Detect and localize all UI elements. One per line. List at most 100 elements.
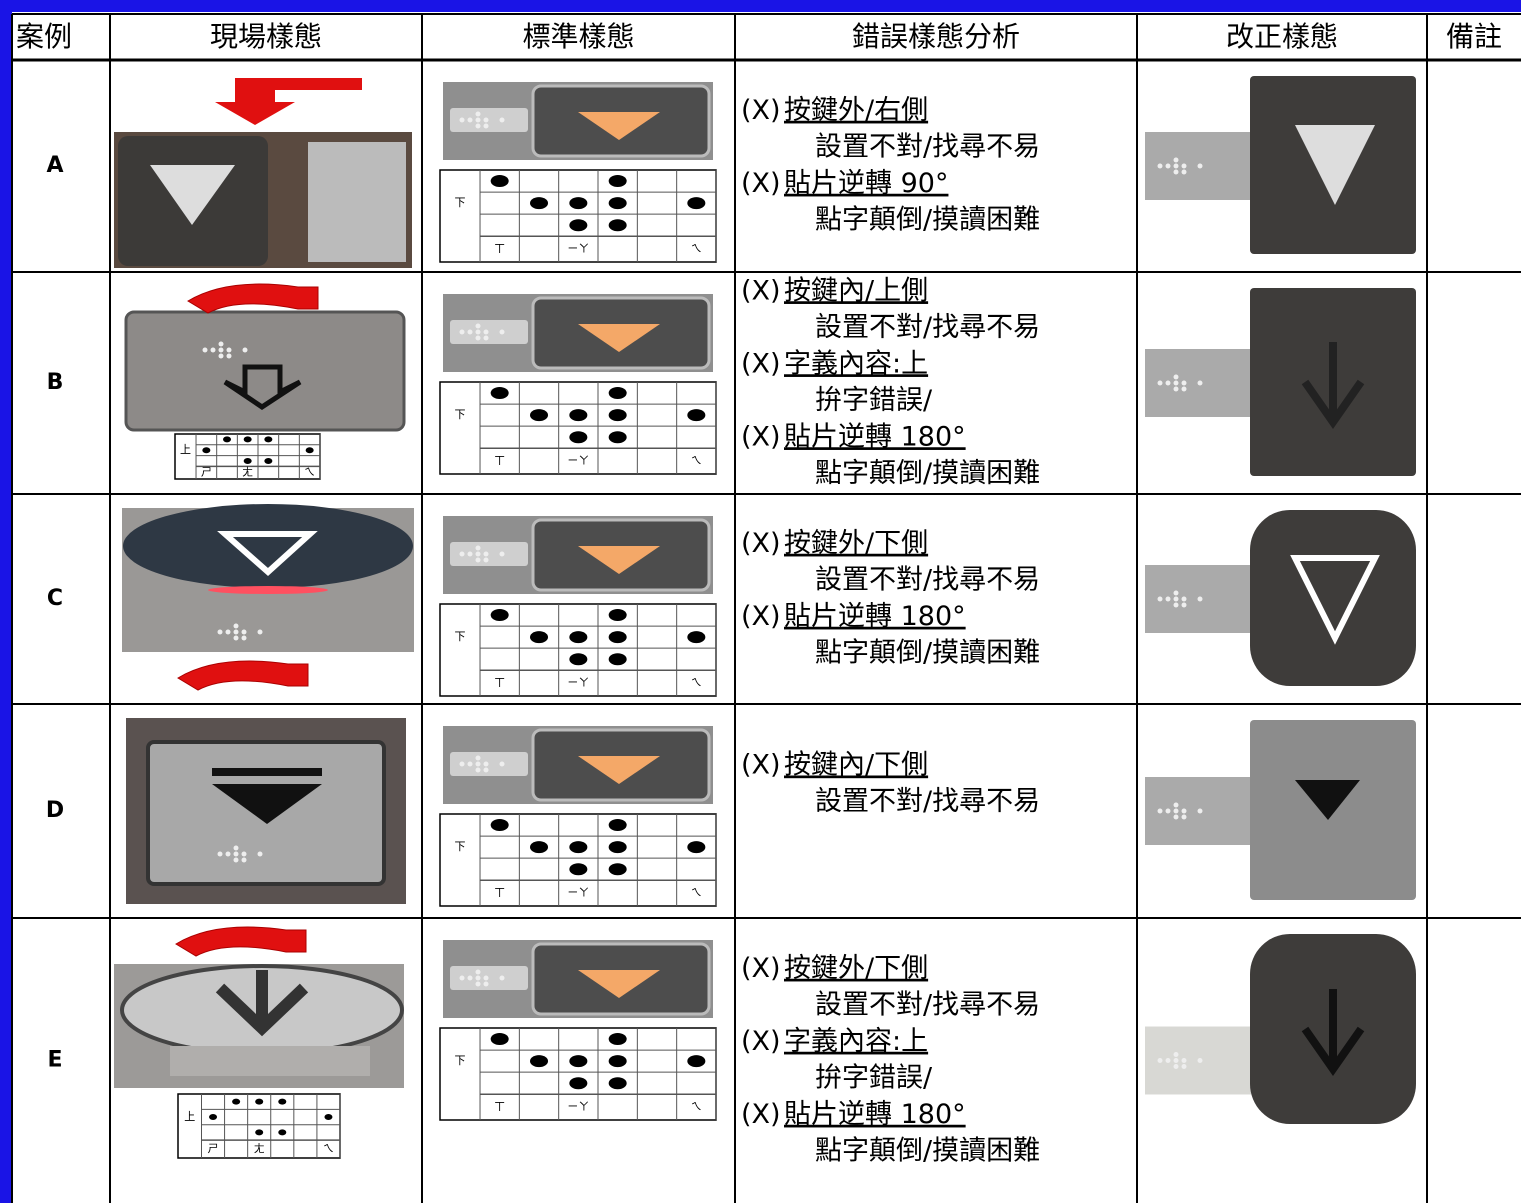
braille-dot	[608, 219, 627, 232]
braille-dot	[255, 1129, 264, 1136]
braille-speck	[475, 123, 481, 129]
analysis-issue: 貼片逆轉 180°	[784, 601, 966, 632]
braille-speck	[459, 329, 465, 335]
braille-speck	[467, 329, 473, 335]
analysis-issue: 字義內容:上	[784, 1026, 928, 1057]
braille-speck	[241, 857, 247, 863]
braille-speck	[475, 755, 481, 761]
braille-speck	[1165, 596, 1171, 602]
analysis-issue: 貼片逆轉 90°	[784, 168, 948, 199]
braille-speck	[483, 551, 489, 557]
braille-dot	[608, 609, 627, 622]
braille-dot	[608, 1055, 627, 1068]
phonetic-label: ㄟ	[304, 466, 315, 479]
braille-dot	[608, 653, 627, 666]
grid-frame	[439, 169, 717, 263]
analysis-detail: 設置不對/找尋不易	[815, 989, 1040, 1020]
header-cell: 現場樣態	[210, 20, 322, 53]
braille-speck	[1157, 596, 1163, 602]
braille-dot	[264, 436, 273, 443]
braille-dot	[569, 631, 588, 644]
braille-speck	[1181, 814, 1187, 820]
braille-speck	[233, 851, 239, 857]
braille-speck	[475, 117, 481, 123]
braille-speck	[1173, 374, 1179, 380]
braille-dot	[608, 387, 627, 400]
braille-speck	[1197, 1058, 1203, 1063]
braille-label: 下	[455, 408, 466, 421]
braille-speck	[499, 117, 505, 123]
braille-speck	[459, 551, 465, 557]
braille-dot	[608, 409, 627, 422]
button-photo	[1250, 510, 1416, 686]
braille-speck	[499, 975, 505, 981]
braille-label: 下	[455, 196, 466, 209]
phonetic-label: ㄒ	[494, 676, 505, 689]
braille-dot	[569, 1077, 588, 1090]
braille-speck	[1173, 808, 1179, 814]
braille-speck	[1173, 1064, 1179, 1069]
braille-dot	[608, 841, 627, 854]
analysis-mark: (X)	[741, 275, 781, 306]
button-arrow	[578, 324, 660, 352]
phonetic-label: ㄧㄚ	[567, 676, 589, 689]
braille-dot	[530, 631, 549, 644]
analysis-detail: 點字顛倒/摸讀困難	[815, 204, 1040, 235]
phonetic-label: ㄟ	[691, 1100, 702, 1113]
braille-speck	[459, 761, 465, 767]
braille-dot	[569, 653, 588, 666]
braille-label: 上	[184, 1110, 195, 1123]
braille-speck	[483, 975, 489, 981]
braille-speck	[1173, 380, 1179, 386]
braille-speck	[242, 347, 248, 353]
field-photo	[122, 504, 414, 652]
button-arrow	[1301, 342, 1365, 429]
braille-speck	[483, 335, 489, 341]
braille-speck	[218, 341, 224, 347]
braille-speck	[499, 551, 505, 557]
braille-speck	[225, 629, 231, 635]
corrected-photo	[1145, 288, 1416, 476]
grid-frame	[439, 603, 717, 697]
braille-dot	[687, 631, 706, 644]
case-label: B	[47, 370, 64, 395]
analysis-issue: 按鍵外/下側	[784, 528, 928, 559]
braille-speck	[499, 761, 505, 767]
braille-speck	[233, 635, 239, 641]
case-label: C	[47, 586, 63, 611]
braille-dot	[608, 631, 627, 644]
braille-plate	[170, 1046, 370, 1076]
red-arrow	[175, 926, 307, 957]
braille-dot	[490, 175, 509, 188]
braille-dot	[490, 819, 509, 832]
braille-speck	[467, 975, 473, 981]
button-arrow	[578, 112, 660, 140]
analysis-mark: (X)	[741, 750, 781, 781]
braille-speck	[1157, 380, 1163, 386]
analysis-mark: (X)	[741, 168, 781, 199]
braille-speck	[1173, 802, 1179, 808]
braille-plate	[450, 966, 528, 990]
braille-speck	[202, 347, 208, 353]
red-arrow	[215, 78, 362, 125]
braille-dot	[243, 458, 252, 464]
braille-dot	[569, 197, 588, 210]
button-arrow	[578, 546, 660, 574]
braille-dot	[569, 219, 588, 232]
analysis-mark: (X)	[741, 528, 781, 559]
analysis-issue: 貼片逆轉 180°	[784, 421, 966, 452]
button-arrow	[578, 756, 660, 784]
braille-dot	[687, 841, 706, 854]
braille-speck	[1197, 380, 1203, 386]
phonetic-label: ㄕ	[208, 1142, 219, 1155]
braille-speck	[1173, 602, 1179, 608]
braille-speck	[1157, 163, 1163, 169]
braille-dot	[687, 197, 706, 210]
braille-speck	[1173, 386, 1179, 392]
braille-speck	[475, 551, 481, 557]
braille-label: 下	[455, 630, 466, 643]
braille-speck	[483, 117, 489, 123]
braille-speck	[1173, 1052, 1179, 1057]
braille-dot	[569, 1055, 588, 1068]
braille-speck	[475, 969, 481, 975]
